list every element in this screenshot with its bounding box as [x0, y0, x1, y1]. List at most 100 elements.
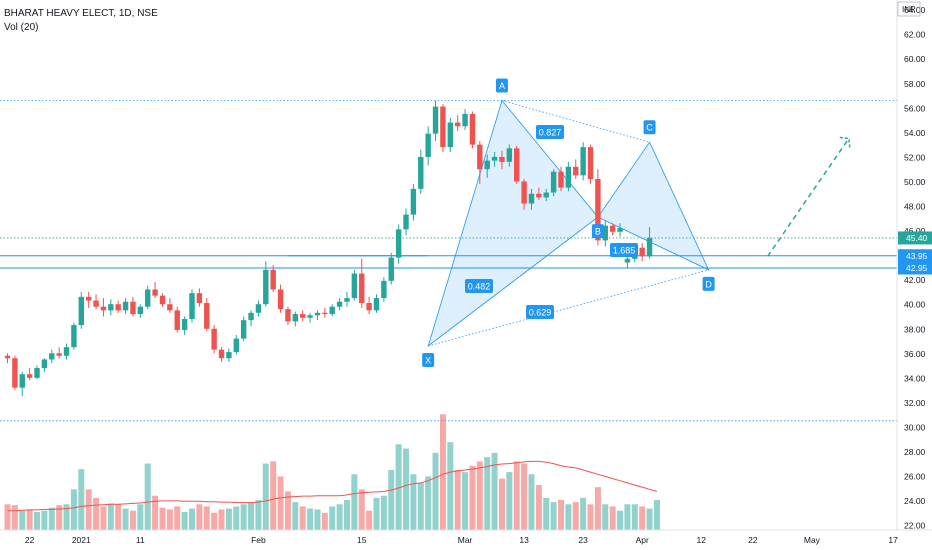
- candle-body: [108, 304, 114, 311]
- ratio-labels: 0.827 0.482 1.685 0.629: [465, 125, 638, 319]
- pattern-line-bd: [597, 216, 709, 271]
- candle-body: [344, 298, 350, 302]
- candle-body: [514, 148, 520, 182]
- volume-bar: [417, 482, 424, 530]
- candle-body: [300, 314, 306, 318]
- candle-body: [447, 122, 453, 148]
- volume-bar: [395, 444, 402, 530]
- volume-bar: [63, 504, 70, 530]
- price-badge: [898, 231, 932, 245]
- volume-bar: [56, 505, 63, 530]
- volume-bar: [78, 469, 85, 530]
- candle-body: [63, 347, 70, 356]
- currency-box: [897, 1, 921, 17]
- candle-body: [255, 304, 262, 313]
- point-label: X: [425, 355, 431, 365]
- candle-body: [499, 156, 505, 162]
- pattern-triangle-bcd[interactable]: [597, 141, 710, 271]
- volume-bar: [380, 495, 387, 530]
- price-tick-label: 54.00: [904, 128, 926, 138]
- candle-body: [359, 273, 365, 303]
- candle-body: [71, 325, 77, 348]
- volume-indicator-label[interactable]: Vol (20): [4, 22, 38, 33]
- projection-arrow[interactable]: [767, 136, 851, 257]
- candle-body: [248, 312, 254, 321]
- candle-body: [78, 296, 84, 326]
- candle-body: [49, 353, 55, 360]
- time-tick-label: Mar: [458, 535, 473, 545]
- candle-body: [381, 280, 387, 299]
- pattern-line-xb: [427, 216, 599, 347]
- candle-body: [558, 171, 564, 188]
- volume-bar: [189, 508, 195, 530]
- time-tick-label: May: [804, 535, 821, 545]
- volume-bar: [277, 476, 284, 530]
- price-tick-label: 34.00: [904, 373, 926, 383]
- currency-label: INR: [902, 5, 916, 14]
- volume-bar: [373, 497, 380, 530]
- candle-body: [277, 289, 284, 310]
- point-label: B: [595, 227, 601, 237]
- volume-bar: [292, 502, 299, 530]
- candle-body: [484, 160, 490, 170]
- candle-body: [536, 193, 542, 198]
- volume-bar: [144, 463, 151, 530]
- candle-body: [565, 166, 572, 188]
- volume-bar: [233, 506, 240, 530]
- candle-body: [189, 293, 195, 319]
- volume-ma: [7, 460, 658, 512]
- candle-body: [292, 314, 299, 322]
- volume-bar: [462, 472, 469, 530]
- volume-bar: [329, 506, 336, 530]
- pattern-line-ac: [501, 100, 650, 143]
- volume-bar: [240, 504, 247, 530]
- time-axis[interactable]: 22 2021 11 Feb 15 Mar 13 23 Apr 12 22 May 17: [0, 529, 932, 545]
- ratio-badge: [526, 305, 554, 319]
- volume-bar: [447, 442, 454, 530]
- price-tick-label: 26.00: [904, 472, 926, 482]
- volume-bar: [107, 503, 114, 530]
- candle-body: [410, 188, 417, 215]
- candle-body: [403, 214, 409, 230]
- candle-body: [181, 318, 188, 330]
- candle-body: [322, 312, 328, 315]
- point-label: D: [705, 279, 712, 289]
- point-label: A: [499, 81, 505, 91]
- volume-bar: [181, 512, 188, 530]
- candle-body: [543, 192, 549, 198]
- volume-bar: [572, 502, 579, 530]
- projection-line[interactable]: [767, 138, 850, 257]
- volume-bar: [122, 508, 129, 530]
- volume-bar: [631, 504, 638, 530]
- ratio-badge: [610, 243, 638, 257]
- ratio-label: 0.629: [529, 308, 552, 318]
- volume-bar: [159, 507, 166, 530]
- volume-bar: [498, 478, 505, 530]
- candle-body: [41, 359, 48, 369]
- pattern-point-labels: X A B C D: [422, 78, 715, 367]
- candle-body: [115, 304, 121, 311]
- ratio-label: 1.685: [613, 246, 636, 256]
- time-tick-label: 22: [25, 535, 35, 545]
- time-tick-label: 15: [357, 535, 367, 545]
- price-tick-label: 36.00: [904, 349, 926, 359]
- volume-bar: [166, 509, 173, 530]
- candle-body: [609, 225, 616, 232]
- time-tick-label: 23: [578, 535, 588, 545]
- volume-bar: [248, 502, 255, 530]
- price-badge-label: 45.40: [906, 233, 928, 243]
- volume-bar: [587, 504, 594, 530]
- candle-body: [85, 296, 92, 301]
- volume-bar: [336, 504, 343, 530]
- volume-bar: [521, 463, 528, 530]
- candle-body: [469, 113, 476, 145]
- volume-bar: [366, 510, 373, 530]
- candle-body: [573, 166, 579, 176]
- time-tick-label: 22: [748, 535, 758, 545]
- price-tick-label: 24.00: [904, 496, 926, 506]
- candle-body: [602, 225, 608, 241]
- projection-arrowhead: [839, 136, 851, 148]
- horizontal-lines: [0, 100, 897, 422]
- volume-bar: [196, 504, 203, 530]
